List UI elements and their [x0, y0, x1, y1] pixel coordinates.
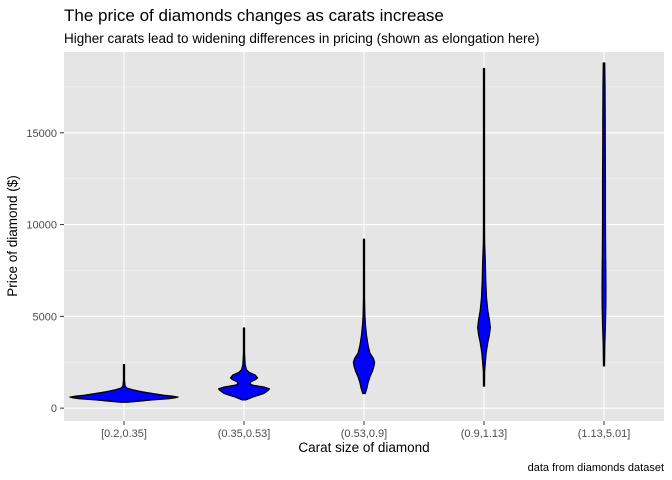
y-axis-title: Price of diamond ($)	[5, 175, 20, 297]
chart-subtitle: Higher carats lead to widening differenc…	[64, 31, 540, 46]
x-tick-label: (0.53,0.9]	[341, 428, 387, 440]
chart-caption: data from diamonds dataset	[528, 462, 664, 474]
x-axis-title: Carat size of diamond	[298, 440, 429, 455]
x-tick-label: (1.13,5.01]	[578, 428, 631, 440]
chart-title: The price of diamonds changes as carats …	[64, 6, 444, 25]
violin-group	[69, 62, 607, 403]
violin-2	[217, 327, 271, 401]
violin-5	[601, 62, 607, 367]
violin-4	[477, 67, 491, 387]
x-axis: [0.2,0.35] (0.35,0.53] (0.53,0.9] (0.9,1.13…	[101, 421, 630, 440]
x-tick-label: (0.35,0.53]	[218, 428, 271, 440]
y-tick-label: 5000	[33, 311, 57, 323]
y-tick-label: 15000	[26, 128, 57, 140]
y-tick-label: 0	[51, 403, 57, 415]
y-tick-label: 10000	[26, 220, 57, 232]
y-axis: 0 5000 10000 15000	[26, 128, 64, 415]
violin-3	[352, 238, 376, 395]
violin-1	[69, 364, 179, 403]
x-tick-label: (0.9,1.13]	[461, 428, 507, 440]
x-tick-label: [0.2,0.35]	[101, 428, 147, 440]
